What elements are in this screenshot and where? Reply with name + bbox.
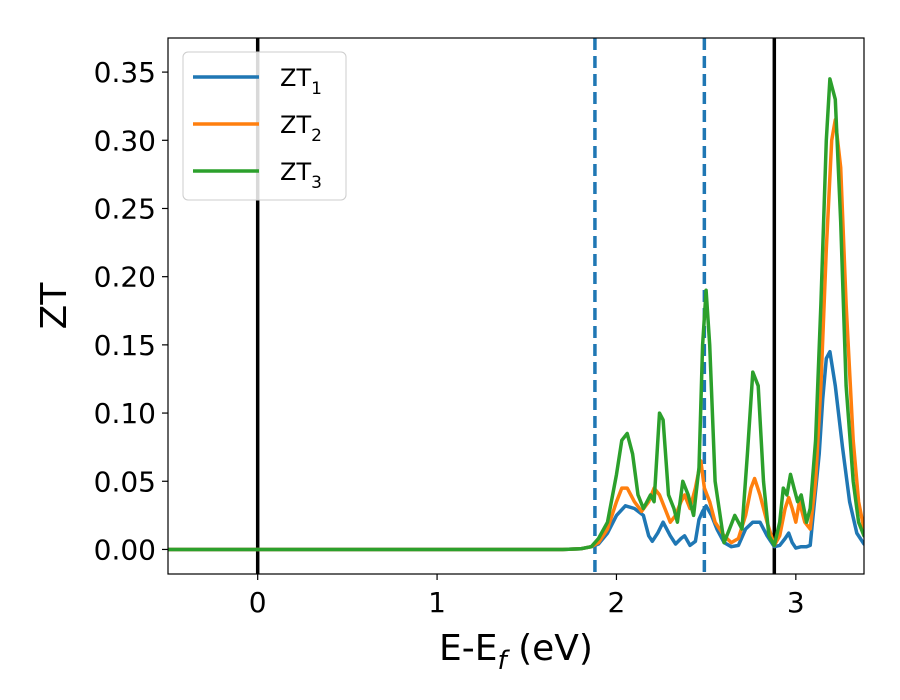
legend-box: [182, 51, 347, 201]
series-line-zt3: [168, 77, 864, 552]
x-axis-title: E-Ef (eV): [439, 628, 593, 676]
y-tick-label: 0.15: [94, 329, 156, 362]
legend-items: ZT1 ZT2 ZT3: [193, 64, 322, 193]
y-tick-label: 0.00: [94, 533, 156, 566]
x-axis-ticks: 0 1 2 3: [249, 574, 805, 619]
y-tick-label: 0.20: [94, 261, 156, 294]
y-axis-title: ZT: [34, 282, 75, 330]
x-axis-title-main: E-E: [439, 628, 497, 669]
x-tick-label: 2: [608, 586, 626, 619]
plot-frame: [167, 37, 865, 575]
y-tick-label: 0.05: [94, 465, 156, 498]
x-tick-label: 0: [249, 586, 267, 619]
y-tick-label: 0.35: [94, 56, 156, 89]
x-tick-label: 1: [428, 586, 446, 619]
series-line-zt2: [168, 118, 864, 552]
series-lines: [168, 77, 864, 552]
y-tick-label: 0.30: [94, 124, 156, 157]
legend-label-zt3: ZT3: [280, 158, 322, 193]
series-line-zt1: [168, 349, 864, 552]
y-tick-label: 0.25: [94, 192, 156, 225]
y-tick-label: 0.10: [94, 397, 156, 430]
legend-label-zt2: ZT2: [280, 111, 322, 146]
x-tick-label: 3: [787, 586, 805, 619]
x-axis-title-unit: (eV): [507, 628, 593, 669]
legend-label-zt1: ZT1: [280, 64, 322, 99]
legend: ZT1 ZT2 ZT3: [182, 51, 347, 201]
y-axis-ticks: 0.00 0.05 0.10 0.15 0.20 0.25 0.30 0.35: [94, 56, 168, 566]
